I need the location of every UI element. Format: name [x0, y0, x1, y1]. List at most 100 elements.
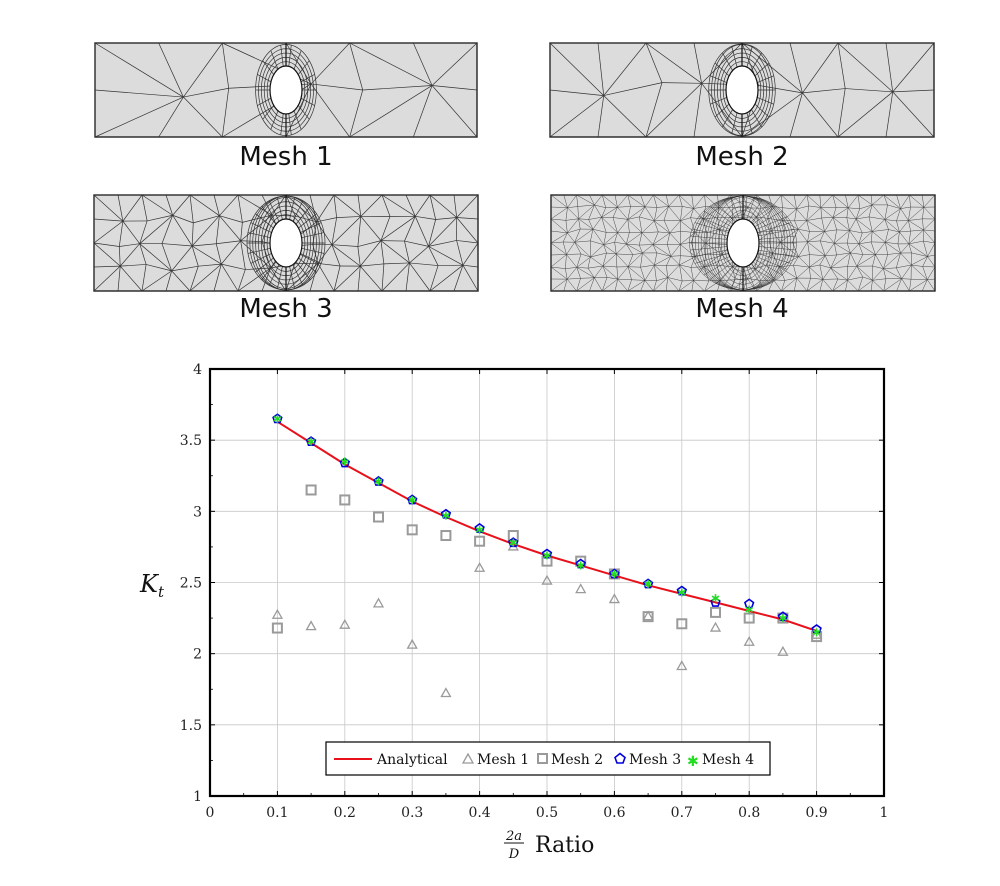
plot-frame — [208, 367, 886, 798]
mesh2-point — [406, 524, 418, 536]
legend-mesh1-triangle-icon — [461, 752, 475, 764]
y-axis-label-sub: t — [158, 583, 165, 601]
x-tick-label: 0.9 — [805, 805, 827, 821]
mesh2-point — [474, 535, 486, 547]
series-mesh-2 — [271, 484, 823, 643]
legend: Analytical Mesh 1 Mesh 2 Mesh 3 ✱ Mesh 4 — [325, 741, 771, 776]
mesh-panel-3 — [93, 194, 479, 292]
mesh1-point — [608, 593, 621, 604]
mesh-2-caption: Mesh 2 — [695, 142, 789, 172]
hole — [269, 65, 303, 115]
mesh4-point — [408, 495, 417, 504]
legend-label-mesh3: Mesh 3 — [629, 752, 681, 768]
mesh-panel-2 — [549, 42, 935, 138]
mesh1-point — [709, 621, 722, 632]
legend-mesh3-pentagon-icon — [614, 752, 626, 764]
x-tick-label: 0.2 — [334, 805, 356, 821]
mesh3-point — [339, 457, 351, 468]
x-axis-title: 2a D Ratio — [504, 829, 594, 862]
mesh1-point — [271, 608, 284, 619]
mesh1-point — [575, 583, 587, 594]
hole — [726, 218, 760, 268]
y-tick-label: 1 — [193, 789, 202, 805]
x-tick-labels: 0 0.1 0.2 0.3 0.4 0.5 0.6 0.7 0.8 0.9 1 — [206, 805, 889, 821]
x-tick-label: 0 — [206, 805, 215, 821]
mesh4-point — [711, 594, 720, 603]
mesh-2-image — [549, 42, 935, 138]
mesh1-point — [541, 574, 553, 585]
mesh-1-caption: Mesh 1 — [239, 142, 333, 172]
x-tick-label: 0.3 — [401, 805, 423, 821]
legend-label-mesh1: Mesh 1 — [477, 752, 529, 768]
mesh-4-caption: Mesh 4 — [695, 294, 789, 324]
mesh-lines — [549, 42, 935, 138]
mesh2-point — [642, 611, 654, 623]
mesh-lines — [94, 42, 478, 138]
mesh4-point — [610, 569, 619, 578]
mesh-panel-4 — [550, 194, 936, 292]
y-tick-label: 2.5 — [180, 576, 202, 592]
mesh-3-image — [93, 194, 479, 292]
y-tick-label: 4 — [193, 362, 202, 378]
hole — [269, 218, 303, 268]
legend-mesh2-square-icon — [537, 753, 548, 764]
mesh1-point — [305, 620, 317, 631]
x-axis-fraction-numerator: 2a — [505, 829, 522, 844]
mesh1-point — [372, 597, 385, 608]
mesh4-point — [543, 551, 551, 560]
x-tick-label: 1 — [880, 805, 889, 821]
mesh-lines — [550, 194, 936, 292]
mesh2-point — [743, 612, 755, 624]
mesh4-point — [745, 605, 754, 614]
mesh4-point — [307, 437, 315, 446]
x-axis-fraction-denominator: D — [508, 847, 520, 862]
series-mesh-4 — [273, 414, 821, 637]
mesh-4-image — [550, 194, 936, 292]
mesh2-point — [676, 618, 688, 630]
y-tick-label: 1.5 — [180, 718, 202, 734]
x-tick-label: 0.8 — [738, 805, 760, 821]
x-tick-label: 0.5 — [536, 805, 558, 821]
mesh4-point — [475, 525, 484, 534]
mesh1-point — [440, 687, 452, 698]
mesh2-point — [305, 484, 317, 496]
legend-label-mesh2: Mesh 2 — [551, 752, 603, 768]
mesh2-point — [271, 622, 283, 634]
mesh-panel-1 — [94, 42, 478, 138]
y-tick-label: 3.5 — [180, 433, 202, 449]
legend-label-analytical: Analytical — [376, 752, 448, 768]
mesh4-point — [576, 561, 585, 570]
mesh1-point — [473, 561, 486, 572]
mesh4-point — [374, 477, 383, 486]
mesh2-point — [440, 530, 452, 542]
mesh-lines — [93, 194, 479, 292]
mesh4-point — [442, 511, 450, 520]
x-axis-label-suffix: Ratio — [535, 833, 594, 858]
mesh2-point — [339, 494, 351, 506]
mesh-1-image — [94, 42, 478, 138]
mesh4-point — [779, 614, 787, 623]
mesh-3-caption: Mesh 3 — [239, 294, 333, 324]
x-tick-label: 0.4 — [468, 805, 490, 821]
mesh3-point — [710, 596, 721, 607]
mesh1-point — [339, 618, 351, 629]
legend-label-mesh4: Mesh 4 — [702, 752, 754, 768]
mesh4-point — [340, 457, 349, 466]
x-tick-label: 0.7 — [671, 805, 693, 821]
mesh4-point — [812, 628, 821, 637]
mesh1-point — [777, 645, 789, 656]
series-mesh-1 — [271, 540, 823, 698]
mesh4-point — [644, 579, 652, 588]
y-tick-label: 2 — [193, 647, 202, 663]
mesh4-point — [273, 414, 282, 423]
mesh4-point — [677, 588, 686, 597]
y-tick-label: 3 — [193, 504, 202, 520]
y-axis-title: K t — [139, 570, 165, 601]
y-tick-labels: 1 1.5 2 2.5 3 3.5 4 — [180, 362, 202, 805]
mesh1-point — [743, 635, 755, 646]
series — [271, 413, 823, 698]
mesh1-point — [406, 638, 418, 649]
legend-mesh4-star-icon: ✱ — [687, 754, 699, 770]
mesh2-point — [373, 511, 384, 523]
hole — [725, 65, 759, 115]
